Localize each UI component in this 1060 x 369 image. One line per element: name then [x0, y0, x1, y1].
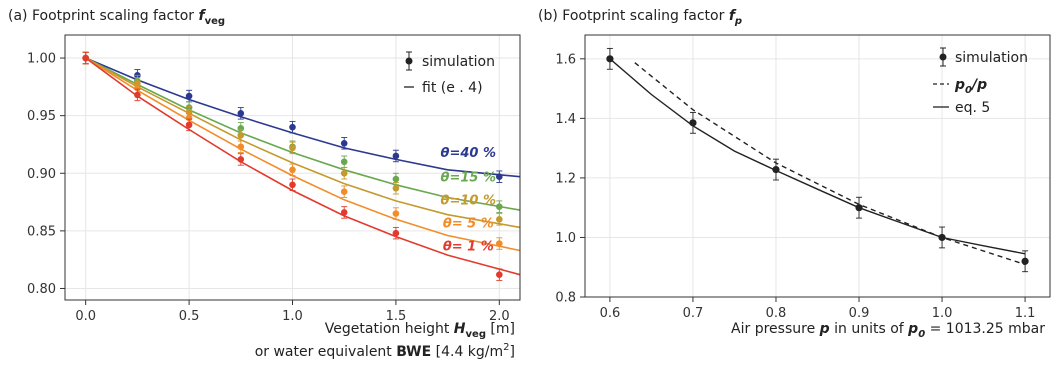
- data-point-4: [392, 229, 400, 237]
- data-point-b: [772, 165, 780, 174]
- legend-b: simulation p0/p eq. 5: [933, 47, 1028, 116]
- curve-label-2: θ=10 %: [441, 193, 496, 208]
- b-ytick-label: 1.6: [555, 52, 576, 67]
- data-point-4: [340, 209, 348, 216]
- legend-a: simulation fit (e . 4): [404, 51, 495, 96]
- data-point-3: [237, 143, 245, 151]
- a-ytick-label: 0.90: [27, 167, 56, 182]
- b-ytick-label: 1.2: [555, 171, 576, 186]
- b-xtick-label: 1.0: [932, 306, 953, 321]
- fit-line-2: [85, 57, 521, 229]
- chart-b-svg: (b) Footprint scaling factor fp 0.6 0.7 0.…: [538, 8, 1051, 340]
- data-point-3: [340, 188, 348, 195]
- legend-b-point-icon: [939, 53, 947, 61]
- data-point-2: [392, 184, 400, 192]
- data-point-b: [1021, 257, 1029, 265]
- x-axis-label-b: Air pressure p in units of p0 = 1013.25 …: [731, 321, 1045, 340]
- data-point-3: [134, 84, 141, 92]
- a-xtick-label: 1.5: [386, 309, 407, 324]
- data-point-0: [340, 140, 348, 147]
- data-point-b: [855, 204, 863, 212]
- data-point-4: [134, 91, 141, 99]
- a-xtick-label: 0.0: [75, 309, 96, 324]
- b-xtick-label: 1.1: [1015, 306, 1036, 321]
- curve-label-0: θ=40 %: [441, 146, 496, 161]
- b-ytick-label: 1.0: [555, 231, 576, 246]
- data-point-b: [606, 55, 614, 63]
- data-point-3: [496, 240, 503, 247]
- data-point-4: [185, 121, 193, 129]
- data-point-1: [237, 125, 245, 132]
- data-point-4: [82, 54, 89, 62]
- data-point-4: [237, 156, 245, 163]
- data-point-3: [392, 210, 400, 217]
- legend-a-fit: fit (e . 4): [422, 80, 483, 96]
- data-point-4: [496, 271, 503, 278]
- a-xtick-label: 0.5: [179, 309, 200, 324]
- a-ytick-label: 1.00: [27, 52, 56, 67]
- curve-label-1: θ=15 %: [441, 170, 496, 185]
- data-point-3: [185, 114, 193, 122]
- chart-b-title: (b) Footprint scaling factor fp: [538, 8, 742, 27]
- data-point-2: [496, 216, 503, 223]
- b-xtick-label: 0.7: [683, 306, 704, 321]
- x-axis-label-a-line2: or water equivalent BWE [4.4 kg/m2]: [255, 342, 515, 360]
- data-point-3: [289, 166, 296, 174]
- b-ytick-label: 0.8: [555, 291, 576, 306]
- a-xtick-label: 2.0: [489, 309, 510, 324]
- curve-label-4: θ= 1 %: [443, 239, 494, 254]
- data-point-1: [340, 158, 348, 166]
- data-point-2: [340, 169, 348, 177]
- b-xtick-label: 0.8: [766, 306, 787, 321]
- a-ytick-label: 0.95: [27, 109, 56, 124]
- ratio-line: [634, 62, 1026, 266]
- legend-b-ratio: p0/p: [954, 77, 987, 96]
- curve-label-3: θ= 5 %: [443, 216, 494, 231]
- b-xtick-label: 0.9: [849, 306, 870, 321]
- a-xtick-label: 1.0: [282, 309, 303, 324]
- x-axis-label-a-line1: Vegetation height Hveg [m]: [325, 321, 515, 340]
- data-point-1: [392, 175, 400, 183]
- data-point-2: [289, 144, 296, 152]
- chart-a-svg: (a) Footprint scaling factor fveg θ=40 %…: [8, 8, 521, 360]
- panel-a-chart: (a) Footprint scaling factor fveg θ=40 %…: [8, 8, 521, 360]
- data-point-b: [938, 233, 946, 242]
- data-point-b: [689, 119, 697, 127]
- data-point-2: [237, 131, 245, 139]
- data-point-1: [496, 203, 503, 210]
- data-point-0: [185, 92, 193, 100]
- legend-b-simulation: simulation: [955, 50, 1028, 66]
- a-ytick-label: 0.80: [27, 282, 56, 297]
- data-point-0: [289, 123, 296, 131]
- data-point-0: [237, 110, 245, 117]
- b-xtick-label: 0.6: [600, 306, 621, 321]
- data-point-0: [496, 173, 503, 181]
- legend-a-simulation: simulation: [422, 54, 495, 70]
- eq5-line: [609, 58, 1026, 255]
- b-ytick-label: 1.4: [555, 112, 576, 127]
- data-point-0: [392, 152, 400, 160]
- legend-b-eq5: eq. 5: [955, 100, 990, 116]
- a-ytick-label: 0.85: [27, 224, 56, 239]
- data-point-4: [289, 181, 296, 189]
- chart-a-title: (a) Footprint scaling factor fveg: [8, 8, 225, 27]
- plot-frame-b: [584, 34, 1051, 298]
- plot-frame-a: [64, 34, 521, 301]
- panel-b-chart: (b) Footprint scaling factor fp 0.6 0.7 0.…: [530, 0, 1060, 369]
- legend-a-point-icon: [405, 57, 413, 65]
